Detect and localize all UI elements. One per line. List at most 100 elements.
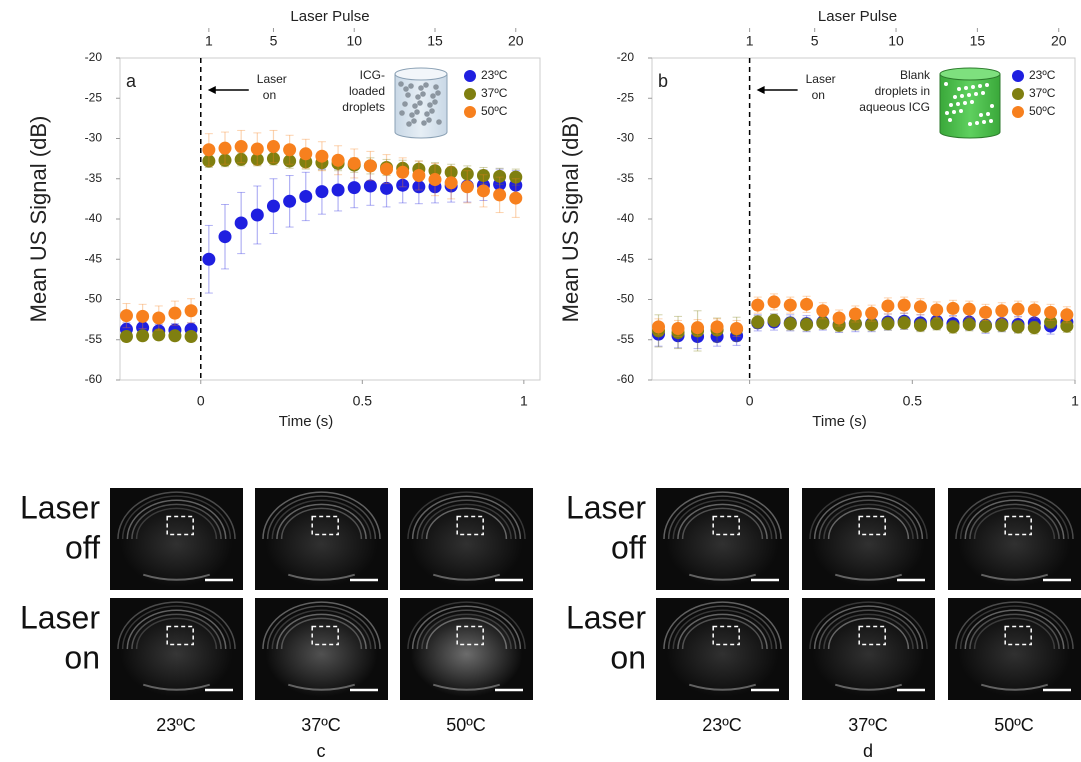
ultrasound-echo — [827, 617, 910, 650]
y-tick-label: -50 — [617, 292, 635, 306]
data-point — [202, 252, 216, 266]
sample-droplet — [415, 94, 421, 100]
data-point — [250, 142, 264, 156]
sample-droplet — [435, 90, 441, 96]
data-point — [800, 297, 814, 311]
data-point — [816, 304, 830, 318]
ultrasound-echo — [131, 613, 222, 650]
data-point — [266, 152, 280, 166]
ultrasound-echo — [135, 617, 218, 650]
x-tick-label: 1 — [520, 393, 528, 409]
ultrasound-glow — [120, 501, 233, 587]
sample-droplet — [986, 112, 990, 116]
x2-tick-label: 1 — [205, 33, 213, 49]
sample-droplet — [971, 85, 975, 89]
sample-label: Blank — [900, 68, 931, 82]
laser-on-label: on — [263, 88, 276, 102]
ultrasound-echo — [287, 683, 356, 691]
sample-droplet — [424, 111, 430, 117]
data-point — [1044, 315, 1058, 329]
data-point — [783, 298, 797, 312]
column-label: 23ºC — [702, 715, 742, 735]
sample-droplet — [979, 113, 983, 117]
data-point — [913, 300, 927, 314]
data-point — [751, 298, 765, 312]
ultrasound-echo — [834, 683, 903, 691]
ultrasound-echo — [959, 495, 1070, 540]
data-point — [202, 154, 216, 168]
ultrasound-echo — [121, 495, 232, 540]
roi-box — [712, 515, 740, 536]
y-tick-label: -25 — [85, 90, 103, 104]
y-tick-label: -60 — [85, 372, 103, 386]
data-point — [767, 295, 781, 309]
ultrasound-echo — [667, 495, 778, 540]
data-point — [832, 311, 846, 325]
y-axis-title: Mean US Signal (dB) — [26, 116, 51, 323]
sample-label: ICG- — [360, 68, 385, 82]
sample-droplet — [409, 112, 415, 118]
y-tick-label: -60 — [617, 372, 635, 386]
data-point — [315, 149, 329, 163]
data-point — [152, 311, 166, 325]
data-point — [897, 316, 911, 330]
sample-droplet — [405, 92, 411, 98]
sample-droplet — [944, 82, 948, 86]
data-point — [930, 317, 944, 331]
data-point — [671, 321, 685, 335]
sample-icon-top — [394, 67, 448, 81]
roi-box — [1004, 515, 1032, 536]
data-point — [168, 329, 182, 343]
y-tick-label: -30 — [85, 131, 103, 145]
x2-tick-label: 20 — [1051, 33, 1067, 49]
roi-box — [858, 515, 886, 536]
sample-droplet — [398, 81, 404, 87]
data-point — [363, 179, 377, 193]
ultrasound-echo — [432, 683, 501, 691]
ultrasound-echo — [266, 495, 377, 540]
ultrasound-echo — [425, 617, 508, 650]
x2-tick-label: 15 — [427, 33, 443, 49]
sample-droplet — [436, 119, 442, 125]
data-point — [119, 330, 133, 344]
sample-droplet — [399, 110, 405, 116]
y-tick-label: -25 — [617, 90, 635, 104]
sample-droplet — [970, 100, 974, 104]
data-point — [234, 216, 248, 230]
sample-droplet — [978, 84, 982, 88]
data-point — [1011, 320, 1025, 334]
data-point — [283, 194, 297, 208]
ultrasound-echo — [411, 605, 522, 650]
data-point — [250, 152, 264, 166]
legend-label: 37ºC — [1029, 86, 1056, 100]
ultrasound-echo — [955, 601, 1074, 650]
data-point — [979, 319, 993, 333]
roi-box — [311, 515, 339, 536]
legend-label: 37ºC — [481, 86, 508, 100]
sample-droplet — [981, 91, 985, 95]
roi-box — [456, 515, 484, 536]
data-point — [266, 140, 280, 154]
sample-droplet — [964, 86, 968, 90]
data-point — [476, 184, 490, 198]
sample-droplet — [426, 117, 432, 123]
sample-droplet — [429, 108, 435, 114]
sample-droplet — [982, 120, 986, 124]
data-point — [396, 165, 410, 179]
data-point — [995, 304, 1009, 318]
ultrasound-echo — [688, 683, 757, 691]
x-tick-label: 0.5 — [903, 393, 923, 409]
arrow-head — [207, 86, 216, 94]
legend-marker — [1012, 88, 1024, 100]
data-point — [460, 180, 474, 194]
ultrasound-echo — [809, 601, 928, 650]
data-point — [962, 302, 976, 316]
sample-droplet — [985, 83, 989, 87]
legend-label: 50ºC — [481, 104, 508, 118]
ultrasound-glow — [666, 611, 779, 697]
y-tick-label: -20 — [617, 50, 635, 64]
sample-droplet — [967, 93, 971, 97]
arrow-head — [756, 86, 765, 94]
sample-droplet — [948, 118, 952, 122]
ultrasound-echo — [980, 683, 1049, 691]
